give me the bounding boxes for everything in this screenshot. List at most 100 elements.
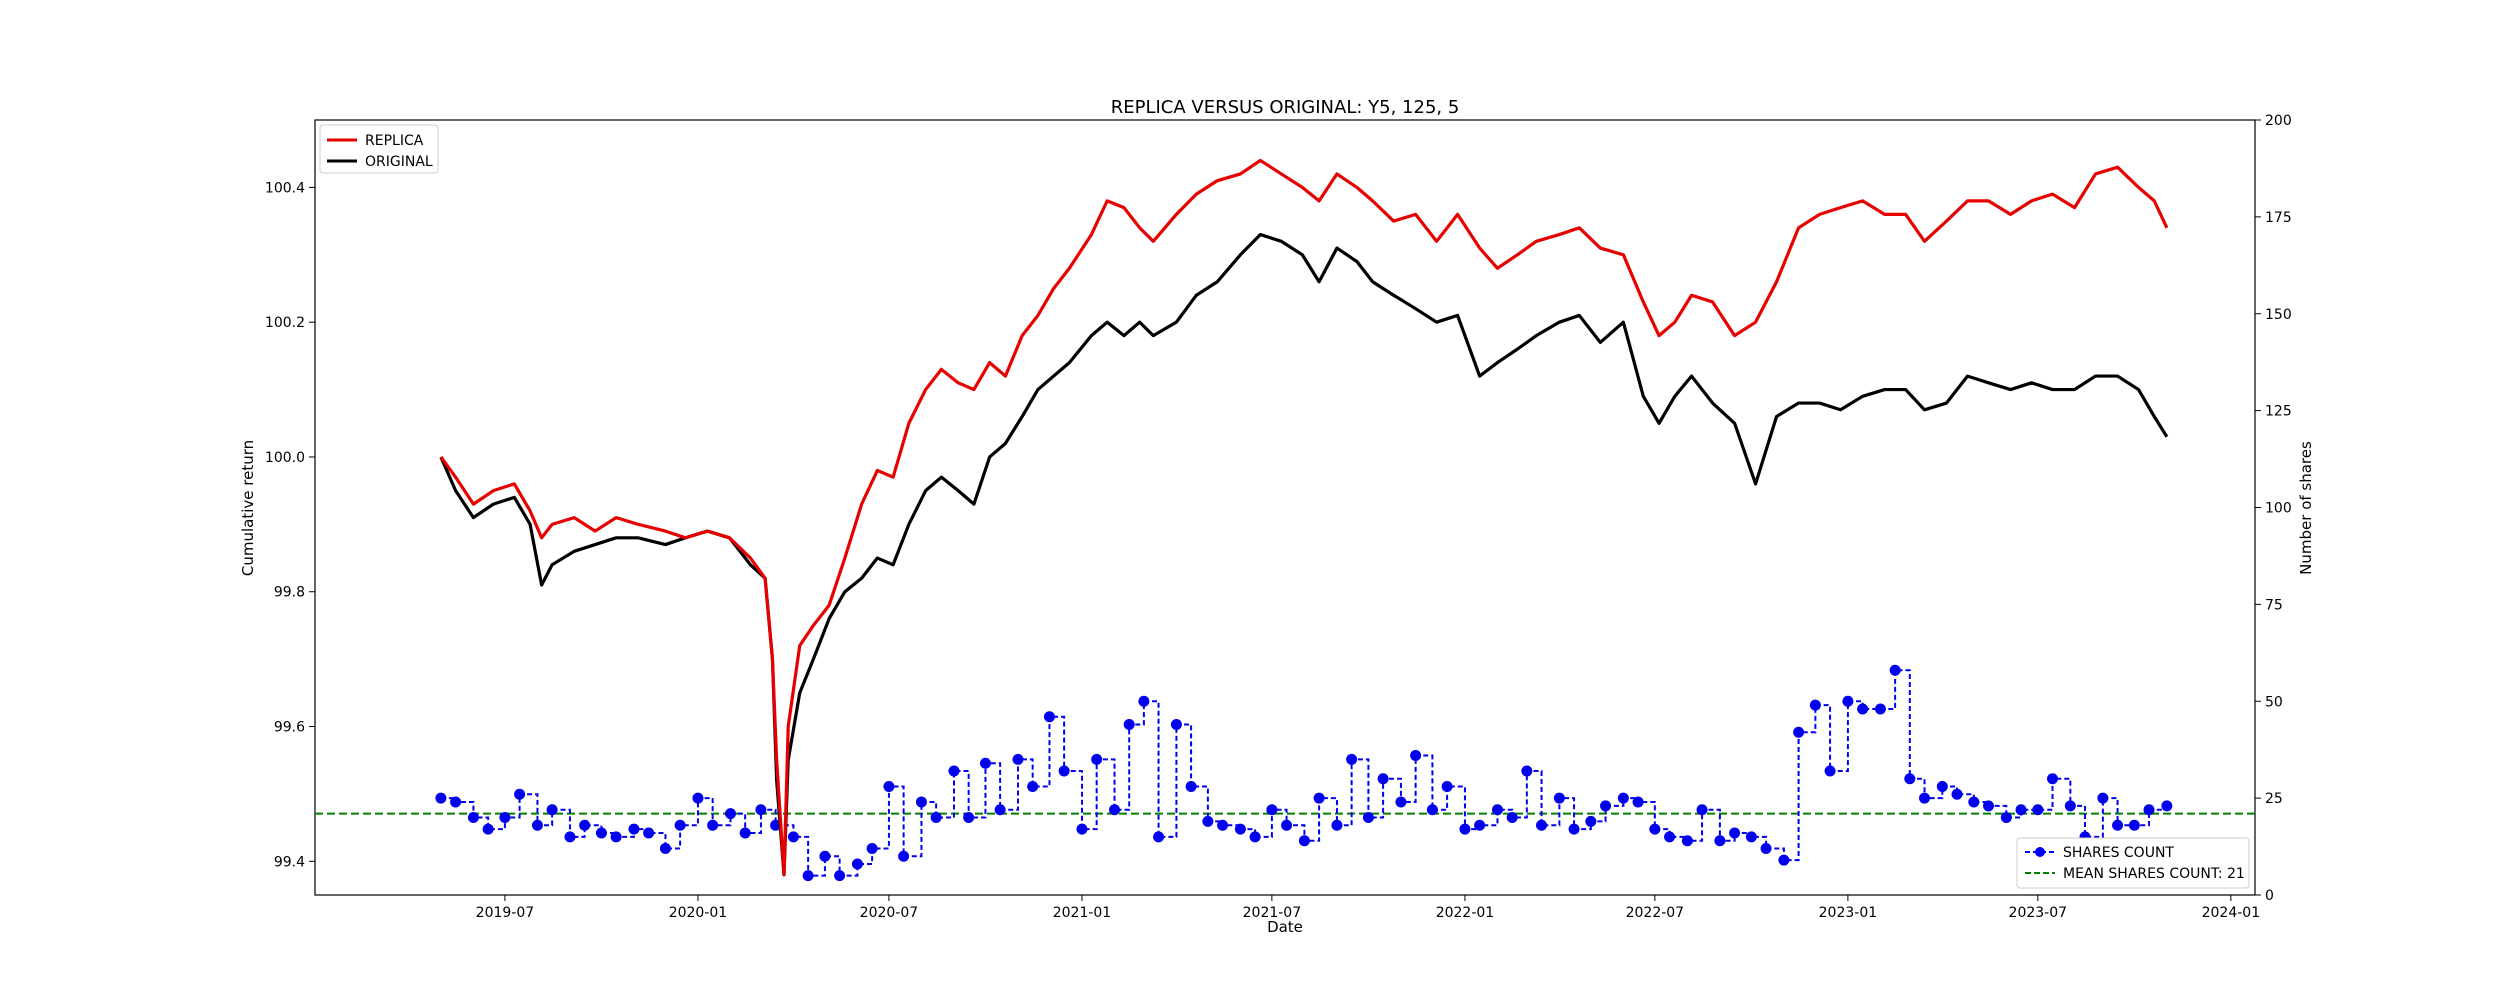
shares-count-point	[1696, 804, 1708, 816]
plot-area	[314, 119, 2256, 896]
shares-count-point	[1426, 804, 1438, 816]
shares-count-point	[1202, 815, 1214, 827]
shares-count-point	[546, 804, 558, 816]
shares-count-point	[1474, 819, 1486, 831]
x-axis: 2019-07 2020-01 2020-07 2021-01 2021-07 2022-…	[476, 895, 2260, 921]
shares-count-point	[819, 850, 831, 862]
legend-label-original: ORIGINAL	[365, 154, 433, 170]
shares-count-point	[1649, 823, 1661, 835]
shares-count-point	[579, 819, 591, 831]
legend-label-shares: SHARES COUNT	[2063, 845, 2174, 861]
shares-count-point	[1857, 703, 1869, 715]
shares-count-point	[1824, 765, 1836, 777]
shares-count-point	[883, 781, 895, 792]
y2-tick-label: 150	[2265, 307, 2292, 323]
shares-count-point	[1249, 831, 1261, 843]
legend-box	[2016, 837, 2250, 889]
shares-count-point	[2015, 804, 2027, 816]
shares-count-point	[1138, 695, 1150, 707]
shares-count-point	[1664, 831, 1676, 843]
shares-count-point	[1842, 695, 1854, 707]
shares-count-point	[1109, 804, 1121, 816]
shares-count-point	[2000, 812, 2012, 823]
y-axis-left: 99.4 99.6 99.8 100.0 100.2 100.4	[265, 180, 315, 870]
shares-count-point	[1217, 819, 1229, 831]
shares-count-point	[1012, 753, 1024, 765]
shares-count-point	[2161, 800, 2173, 812]
shares-count-point	[1459, 823, 1471, 835]
shares-count-point	[1889, 664, 1901, 676]
y2-tick-label: 200	[2265, 113, 2292, 129]
shares-count-point	[1281, 819, 1293, 831]
shares-count-point	[628, 823, 640, 835]
shares-count-point	[1076, 823, 1088, 835]
shares-count-point	[1346, 753, 1358, 765]
y-tick-label: 99.8	[274, 585, 305, 601]
legend-bottom-right: SHARES COUNT MEAN SHARES COUNT: 21	[2016, 837, 2250, 889]
shares-count-point	[435, 792, 447, 804]
shares-count-point	[1362, 812, 1374, 823]
legend-top-left: REPLICA ORIGINAL	[319, 124, 439, 174]
shares-count-point	[1936, 781, 1948, 792]
shares-count-point	[1617, 792, 1629, 804]
shares-count-point	[1331, 819, 1343, 831]
shares-count-point	[1027, 781, 1039, 792]
shares-count-point	[1491, 804, 1503, 816]
chart-title: REPLICA VERSUS ORIGINAL: Y5, 125, 5	[1111, 97, 1460, 118]
shares-count-point	[1123, 719, 1135, 730]
shares-count-point	[674, 819, 686, 831]
shares-count-point	[1874, 703, 1886, 715]
shares-count-point	[1760, 843, 1772, 854]
shares-count-point	[1809, 699, 1821, 711]
shares-count-point	[1170, 719, 1182, 730]
replica-line	[439, 158, 2169, 877]
shares-count-point	[1714, 835, 1726, 847]
legend-label-mean: MEAN SHARES COUNT: 21	[2063, 866, 2245, 882]
shares-count-point	[1681, 835, 1693, 847]
shares-count-point	[802, 870, 814, 882]
shares-count-point	[1778, 854, 1790, 866]
shares-count-point	[724, 808, 736, 820]
shares-count-point	[1395, 796, 1407, 808]
plot-frame	[314, 119, 2256, 896]
legend-marker-shares	[2035, 847, 2045, 857]
shares-count-point	[514, 788, 526, 800]
shares-count-point	[866, 843, 878, 854]
shares-count-point	[2032, 804, 2044, 816]
shares-count-point	[1536, 819, 1548, 831]
shares-count-point	[1600, 800, 1612, 812]
y-axis-right: 0 25 50 75 100 125 150 175 200	[2255, 113, 2292, 904]
x-tick-label: 2021-01	[1053, 905, 1112, 921]
shares-count-point	[1298, 835, 1310, 847]
shares-count-point	[1153, 831, 1165, 843]
shares-count-point	[834, 870, 846, 882]
shares-count-point	[707, 819, 719, 831]
shares-count-point	[1568, 823, 1580, 835]
shares-count-point	[1632, 796, 1644, 808]
y-tick-label: 100.2	[265, 315, 305, 331]
shares-count-point	[1506, 812, 1518, 823]
shares-count-point	[2143, 804, 2155, 816]
y2-tick-label: 0	[2265, 888, 2274, 904]
shares-count-point	[1313, 792, 1325, 804]
shares-count-point	[1585, 815, 1597, 827]
shares-count-point	[1553, 792, 1565, 804]
x-tick-label: 2022-01	[1436, 905, 1495, 921]
x-tick-label: 2020-01	[669, 905, 728, 921]
shares-count-point	[755, 804, 767, 816]
shares-count-point	[1521, 765, 1533, 777]
x-tick-label: 2023-07	[2009, 905, 2068, 921]
shares-count-point	[499, 812, 511, 823]
legend-label-replica: REPLICA	[365, 133, 424, 149]
shares-count-point	[1745, 831, 1757, 843]
shares-count-point	[1441, 781, 1453, 792]
x-axis-title: Date	[1267, 918, 1303, 936]
shares-count-point	[595, 827, 607, 839]
shares-count-point	[1904, 773, 1916, 785]
shares-count-point	[948, 765, 960, 777]
x-tick-label: 2020-07	[860, 905, 919, 921]
y-tick-label: 100.0	[265, 450, 305, 466]
shares-count-point	[564, 831, 576, 843]
